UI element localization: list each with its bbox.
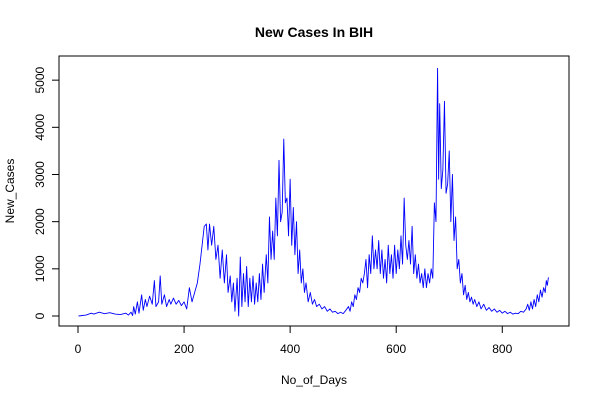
y-tick-label: 4000 <box>33 114 47 141</box>
x-tick-label: 600 <box>386 342 406 356</box>
series-layer <box>78 67 549 317</box>
chart-title: New Cases In BIH <box>255 24 373 40</box>
y-axis-label: New_Cases <box>3 159 17 224</box>
plot-area-frame <box>58 55 570 327</box>
y-tick-label: 3000 <box>33 161 47 188</box>
series-line-0 <box>78 67 549 317</box>
y-axis: 0 1000 2000 3000 4000 5000 <box>33 66 60 319</box>
x-tick-label: 0 <box>75 342 82 356</box>
x-tick-label: 400 <box>280 342 300 356</box>
x-tick-label: 800 <box>492 342 512 356</box>
y-tick-label: 1000 <box>33 255 47 282</box>
x-tick-label: 200 <box>174 342 194 356</box>
y-tick-label: 2000 <box>33 208 47 235</box>
x-axis: 0 200 400 600 800 <box>75 325 513 356</box>
x-axis-label: No_of_Days <box>281 373 347 387</box>
y-tick-label: 0 <box>33 312 47 319</box>
y-tick-label: 5000 <box>33 66 47 93</box>
